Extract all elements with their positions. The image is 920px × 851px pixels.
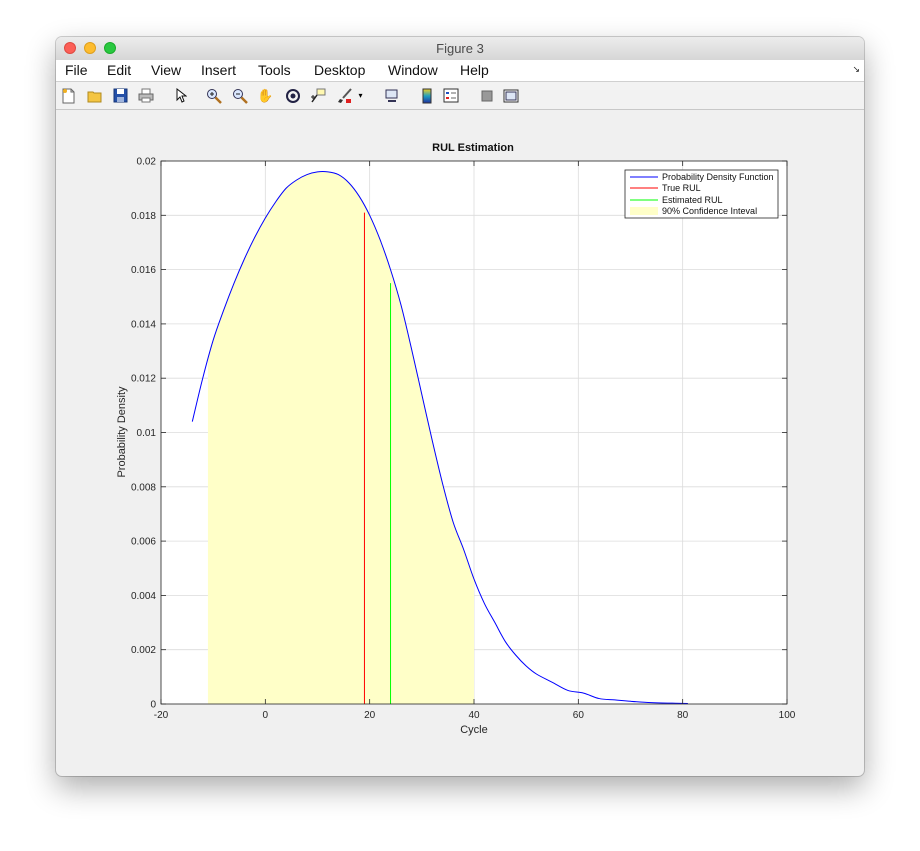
legend-label-confidence: 90% Confidence Inteval [662,206,757,216]
legend[interactable]: Probability Density Function True RUL Es… [624,169,779,219]
y-tick-label: 0.018 [131,211,156,222]
y-tick-labels: 0 0.002 0.004 0.006 0.008 0.01 0.012 0.0… [131,157,156,711]
x-tick-label: 40 [468,710,480,721]
figure-toolbar: ✋ ▾ [56,82,864,110]
print-icon[interactable] [137,87,154,104]
x-tick-label: -20 [154,710,169,721]
window-title: Figure 3 [436,41,484,56]
y-tick-label: 0.012 [131,374,156,385]
confidence-interval-area [207,171,474,705]
zoom-in-icon[interactable] [205,87,222,104]
y-tick-label: 0 [150,700,156,711]
y-tick-label: 0.004 [131,591,156,602]
close-window-button[interactable] [64,42,76,54]
menu-desktop[interactable]: Desktop [314,62,366,78]
legend-swatch-confidence [630,207,658,215]
menu-edit[interactable]: Edit [107,62,132,78]
y-tick-label: 0.014 [131,319,156,330]
legend-label-pdf: Probability Density Function [662,172,774,182]
legend-label-true-rul: True RUL [662,183,701,193]
brush-icon[interactable] [336,87,353,104]
legend-label-estimated-rul: Estimated RUL [662,195,723,205]
menu-file[interactable]: File [65,62,88,78]
brush-dropdown-icon[interactable]: ▾ [358,90,363,100]
maximize-window-button[interactable] [104,42,116,54]
save-icon[interactable] [112,87,129,104]
x-tick-label: 100 [779,710,796,721]
axis-ticks [160,160,788,705]
open-file-icon[interactable] [86,87,103,104]
menu-help[interactable]: Help [460,62,489,78]
menu-window[interactable]: Window [388,62,438,78]
x-tick-label: 0 [263,710,269,721]
show-plot-tools-icon[interactable] [502,87,519,104]
chart-title: RUL Estimation [432,142,514,154]
data-cursor-icon[interactable] [309,87,326,104]
y-tick-label: 0.02 [137,157,157,168]
menu-tools[interactable]: Tools [258,62,291,78]
x-tick-label: 80 [677,710,689,721]
plot-canvas: RUL Estimation -20 0 20 40 60 80 100 0 0… [116,142,796,736]
legend-icon[interactable] [442,87,459,104]
pan-hand-icon[interactable]: ✋ [257,88,274,103]
link-plot-icon[interactable] [383,87,400,104]
y-tick-label: 0.01 [137,428,157,439]
minimize-window-button[interactable] [84,42,96,54]
x-tick-label: 20 [364,710,376,721]
pdf-series-line [191,171,688,704]
y-tick-label: 0.008 [131,482,156,493]
y-tick-label: 0.006 [131,537,156,548]
y-axis-label: Probability Density [116,386,128,478]
x-tick-labels: -20 0 20 40 60 80 100 [154,710,796,721]
x-axis-label: Cycle [460,724,488,736]
menu-insert[interactable]: Insert [201,62,237,78]
x-tick-label: 60 [573,710,585,721]
y-tick-label: 0.002 [131,645,156,656]
title-bar[interactable]: Figure 3 [56,37,864,61]
menu-bar: File Edit View Insert Tools Desktop Wind… [56,60,864,82]
y-tick-label: 0.016 [131,265,156,276]
zoom-out-icon[interactable] [231,87,248,104]
select-arrow-icon[interactable] [172,87,189,104]
colorbar-icon[interactable] [418,87,435,104]
figure-window: Figure 3 File Edit View Insert Tools Des… [56,37,864,776]
new-figure-icon[interactable] [60,87,77,104]
dock-arrow-icon[interactable]: ↘ [852,64,860,74]
rotate-3d-icon[interactable] [284,87,301,104]
hide-plot-tools-icon[interactable] [478,87,495,104]
menu-view[interactable]: View [151,62,182,78]
